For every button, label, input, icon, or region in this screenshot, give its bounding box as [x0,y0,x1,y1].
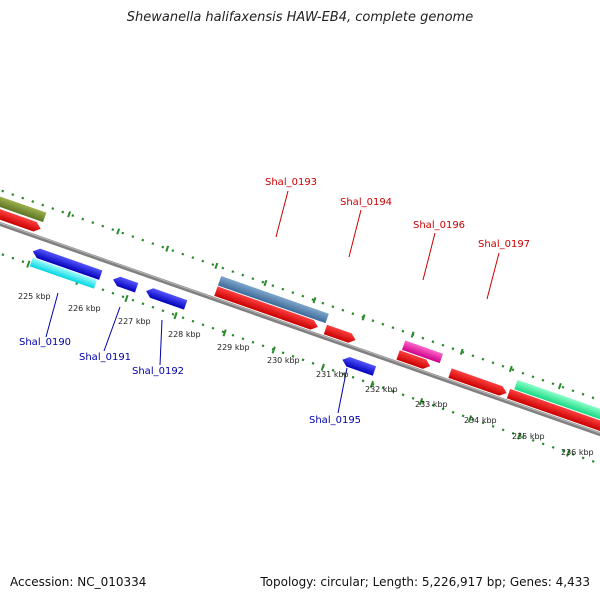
gene-red-edge [0,204,41,232]
gene-red-right [506,388,600,433]
backbone-highlight [0,209,600,449]
scale-label: 225 kbp [18,292,51,301]
gene-shal-0191 [113,276,139,293]
gene-shal-0190 [32,248,103,280]
scale-label: 235 kbp [512,432,545,441]
genome-summary-text: Topology: circular; Length: 5,226,917 bp… [260,575,590,589]
inner-major-ticks [26,260,571,457]
gene-shal-0193 [214,286,318,330]
outer-scale-dots [0,186,600,420]
gene-label-shal-0190: Shal_0190 [19,337,72,348]
gene-label-shal-0195: Shal_0195 [309,415,362,426]
scale-label: 230 kbp [267,356,300,365]
gene-label-shal-0194: Shal_0194 [340,197,393,208]
map-title: Shewanella halifaxensis HAW-EB4, complet… [126,10,474,25]
gene-label-shal-0196: Shal_0196 [413,220,466,231]
scale-label: 231 kbp [316,370,349,379]
outer-major-ticks [67,211,562,390]
gene-shal-0196 [396,350,431,369]
gene-shal-0196-pink [401,340,444,364]
scale-label: 226 kbp [68,304,101,313]
gene-shal-0192 [146,288,188,310]
scale-label: 232 kbp [365,385,398,394]
gene-label-shal-0193: Shal_0193 [265,177,318,188]
gene-label-shal-0191: Shal_0191 [79,352,132,363]
gene-shal-0194 [323,324,356,343]
reverse-leaders [45,292,348,414]
gene-label-shal-0197: Shal_0197 [478,239,531,250]
scale-label: 227 kbp [118,317,151,326]
gene-mint [514,379,600,423]
scale-label: 228 kbp [168,330,201,339]
forward-leaders [275,190,500,300]
scale-label: 229 kbp [217,343,250,352]
accession-text: Accession: NC_010334 [10,575,147,589]
scale-label: 236 kbp [561,448,594,457]
gene-shal-0195 [342,357,377,376]
scale-label: 233 kbp [415,400,448,409]
scale-label: 234 kbp [464,416,497,425]
gene-olive [0,192,47,223]
gene-shal-0190-cyan [29,257,97,289]
gene-shal-0197 [448,368,507,396]
gene-shal-0193-steel [217,276,329,324]
gene-label-shal-0192: Shal_0192 [132,366,185,377]
